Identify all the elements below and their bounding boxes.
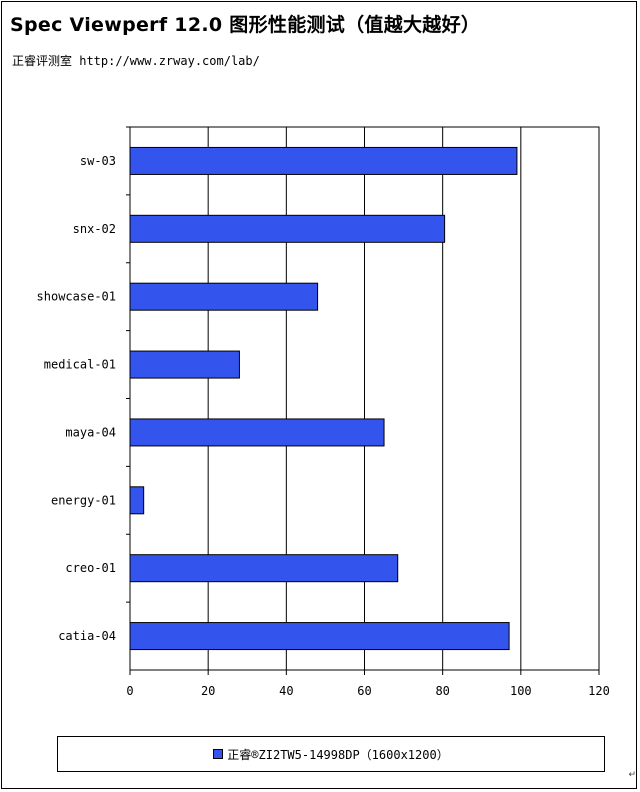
bar (129, 554, 399, 583)
y-category-label: maya-04 (65, 425, 116, 439)
chart-title: Spec Viewperf 12.0 图形性能测试（值越大越好） (10, 14, 481, 36)
y-category-label: medical-01 (44, 358, 116, 372)
bar (129, 146, 518, 175)
x-tick-label: 80 (435, 684, 449, 698)
bar (129, 418, 385, 447)
legend-label: 正睿®ZI2TW5-14998DP（1600x1200） (227, 747, 449, 762)
x-tick-label: 40 (279, 684, 293, 698)
bar-chart: 0 20 40 60 80 100 120 sw-03 snx-02 showcase-01 med… (37, 126, 610, 698)
x-tick-label: 0 (126, 684, 133, 698)
return-mark-icon: ↵ (628, 770, 636, 780)
y-category-label: sw-03 (80, 154, 116, 168)
bar (129, 622, 510, 651)
chart-subtitle: 正睿评测室 http://www.zrway.com/lab/ (12, 54, 260, 68)
y-category-label: showcase-01 (37, 290, 116, 304)
y-category-label: snx-02 (73, 222, 116, 236)
x-tick-label: 20 (201, 684, 215, 698)
x-tick-label: 100 (510, 684, 532, 698)
y-category-label: creo-01 (65, 561, 116, 575)
bar (129, 214, 446, 243)
x-tick-label: 120 (588, 684, 610, 698)
bar (129, 282, 319, 311)
x-tick-label: 60 (357, 684, 371, 698)
bar (129, 350, 240, 379)
legend: 正睿®ZI2TW5-14998DP（1600x1200） (57, 736, 605, 772)
legend-swatch (213, 749, 224, 759)
y-category-label: energy-01 (51, 493, 116, 507)
y-category-label: catia-04 (58, 629, 116, 643)
bar (129, 486, 145, 515)
